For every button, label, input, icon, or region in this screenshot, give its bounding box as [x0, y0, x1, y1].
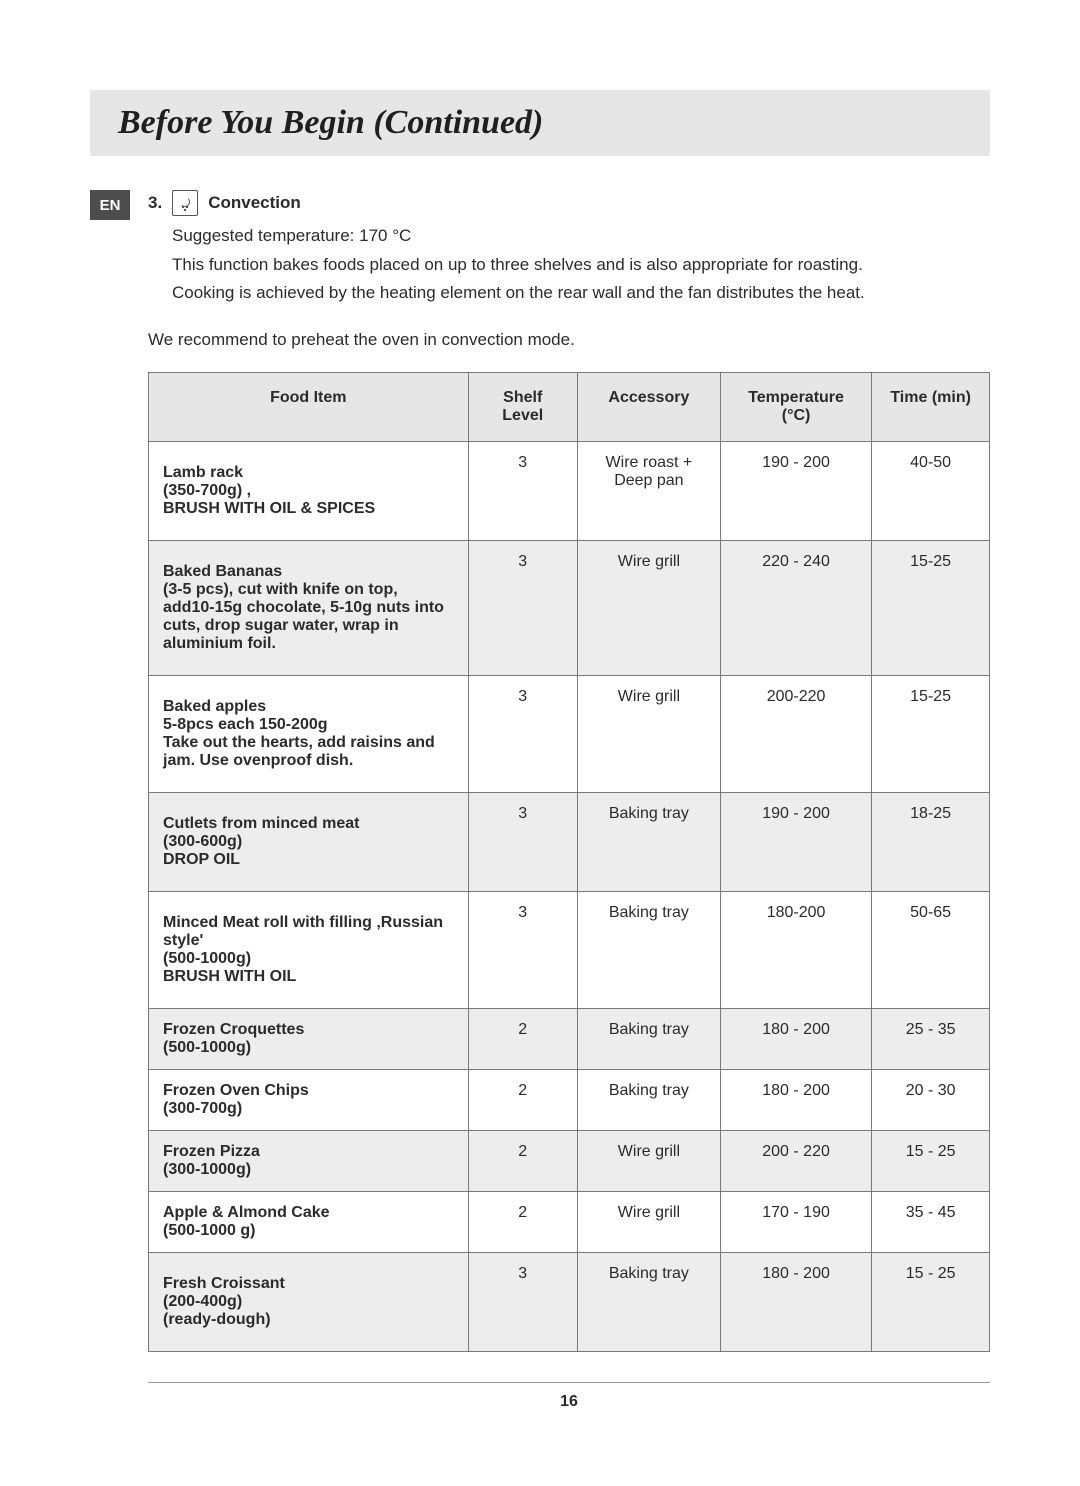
cell-temperature: 190 - 200 [720, 441, 871, 540]
cooking-table: Food Item Shelf Level Accessory Temperat… [148, 372, 990, 1352]
cell-accessory: Baking tray [577, 891, 720, 1008]
cell-shelf: 3 [468, 891, 577, 1008]
section-number: 3. [148, 193, 162, 213]
cell-temperature: 190 - 200 [720, 792, 871, 891]
cell-shelf: 2 [468, 1069, 577, 1130]
cell-shelf: 2 [468, 1008, 577, 1069]
cell-accessory: Wire grill [577, 1191, 720, 1252]
cell-food: Frozen Oven Chips(300-700g) [149, 1069, 469, 1130]
cell-accessory: Wire grill [577, 1130, 720, 1191]
cell-temperature: 180 - 200 [720, 1008, 871, 1069]
cell-time: 15 - 25 [872, 1130, 990, 1191]
cell-food: Frozen Croquettes(500-1000g) [149, 1008, 469, 1069]
table-row: Frozen Pizza(300-1000g)2Wire grill200 - … [149, 1130, 990, 1191]
cell-shelf: 3 [468, 675, 577, 792]
main-column: 3. Convection Suggested temperature: 170… [148, 190, 990, 1411]
cell-time: 40-50 [872, 441, 990, 540]
cell-shelf: 3 [468, 1252, 577, 1351]
cell-food: Baked apples5-8pcs each 150-200gTake out… [149, 675, 469, 792]
cell-temperature: 200 - 220 [720, 1130, 871, 1191]
cell-temperature: 180 - 200 [720, 1069, 871, 1130]
header-band: Before You Begin (Continued) [90, 90, 990, 156]
cell-shelf: 2 [468, 1191, 577, 1252]
cell-shelf: 3 [468, 792, 577, 891]
section-heading: 3. Convection [148, 190, 990, 216]
table-row: Lamb rack(350-700g) ,BRUSH WITH OIL & SP… [149, 441, 990, 540]
cell-food: Apple & Almond Cake(500-1000 g) [149, 1191, 469, 1252]
cell-food: Lamb rack(350-700g) ,BRUSH WITH OIL & SP… [149, 441, 469, 540]
cell-time: 18-25 [872, 792, 990, 891]
cell-time: 15-25 [872, 540, 990, 675]
cell-shelf: 3 [468, 540, 577, 675]
section-desc-2: Cooking is achieved by the heating eleme… [148, 281, 990, 306]
col-time: Time (min) [872, 372, 990, 441]
col-accessory: Accessory [577, 372, 720, 441]
cell-food: Frozen Pizza(300-1000g) [149, 1130, 469, 1191]
cell-food: Minced Meat roll with filling ‚Russian s… [149, 891, 469, 1008]
page-number: 16 [560, 1393, 578, 1410]
table-header: Food Item Shelf Level Accessory Temperat… [149, 372, 990, 441]
table-row: Baked Bananas(3-5 pcs), cut with knife o… [149, 540, 990, 675]
cell-temperature: 170 - 190 [720, 1191, 871, 1252]
cell-time: 20 - 30 [872, 1069, 990, 1130]
page-footer: 16 [148, 1382, 990, 1411]
cell-accessory: Wire roast + Deep pan [577, 441, 720, 540]
cell-time: 15-25 [872, 675, 990, 792]
table-row: Cutlets from minced meat(300-600g)DROP O… [149, 792, 990, 891]
cell-shelf: 2 [468, 1130, 577, 1191]
cell-time: 15 - 25 [872, 1252, 990, 1351]
col-food: Food Item [149, 372, 469, 441]
cell-shelf: 3 [468, 441, 577, 540]
cell-accessory: Baking tray [577, 1008, 720, 1069]
table-row: Baked apples5-8pcs each 150-200gTake out… [149, 675, 990, 792]
col-temp: Temperature (°C) [720, 372, 871, 441]
cell-time: 25 - 35 [872, 1008, 990, 1069]
page-title: Before You Begin (Continued) [118, 104, 543, 141]
table-row: Apple & Almond Cake(500-1000 g)2Wire gri… [149, 1191, 990, 1252]
table-body: Lamb rack(350-700g) ,BRUSH WITH OIL & SP… [149, 441, 990, 1351]
convection-icon [172, 190, 198, 216]
col-shelf: Shelf Level [468, 372, 577, 441]
cell-accessory: Wire grill [577, 675, 720, 792]
language-badge: EN [90, 190, 130, 220]
section-desc-1: This function bakes foods placed on up t… [148, 253, 990, 278]
table-row: Frozen Oven Chips(300-700g)2Baking tray1… [149, 1069, 990, 1130]
table-row: Minced Meat roll with filling ‚Russian s… [149, 891, 990, 1008]
table-row: Frozen Croquettes(500-1000g)2Baking tray… [149, 1008, 990, 1069]
cell-time: 50-65 [872, 891, 990, 1008]
cell-food: Baked Bananas(3-5 pcs), cut with knife o… [149, 540, 469, 675]
section-name: Convection [208, 193, 301, 213]
content-row: EN 3. Convection Suggested temperature: … [90, 190, 990, 1411]
preheat-note: We recommend to preheat the oven in conv… [148, 330, 990, 350]
cell-temperature: 200-220 [720, 675, 871, 792]
table-header-row: Food Item Shelf Level Accessory Temperat… [149, 372, 990, 441]
cell-temperature: 220 - 240 [720, 540, 871, 675]
cell-temperature: 180-200 [720, 891, 871, 1008]
table-row: Fresh Croissant(200-400g)(ready-dough)3B… [149, 1252, 990, 1351]
cell-time: 35 - 45 [872, 1191, 990, 1252]
cell-accessory: Baking tray [577, 1069, 720, 1130]
document-page: Before You Begin (Continued) EN 3. Conve… [0, 0, 1080, 1451]
cell-food: Fresh Croissant(200-400g)(ready-dough) [149, 1252, 469, 1351]
cell-temperature: 180 - 200 [720, 1252, 871, 1351]
suggested-temp-text: Suggested temperature: 170 °C [148, 224, 990, 249]
section-intro: Suggested temperature: 170 °C This funct… [148, 224, 990, 306]
cell-accessory: Wire grill [577, 540, 720, 675]
cell-food: Cutlets from minced meat(300-600g)DROP O… [149, 792, 469, 891]
cell-accessory: Baking tray [577, 792, 720, 891]
cell-accessory: Baking tray [577, 1252, 720, 1351]
